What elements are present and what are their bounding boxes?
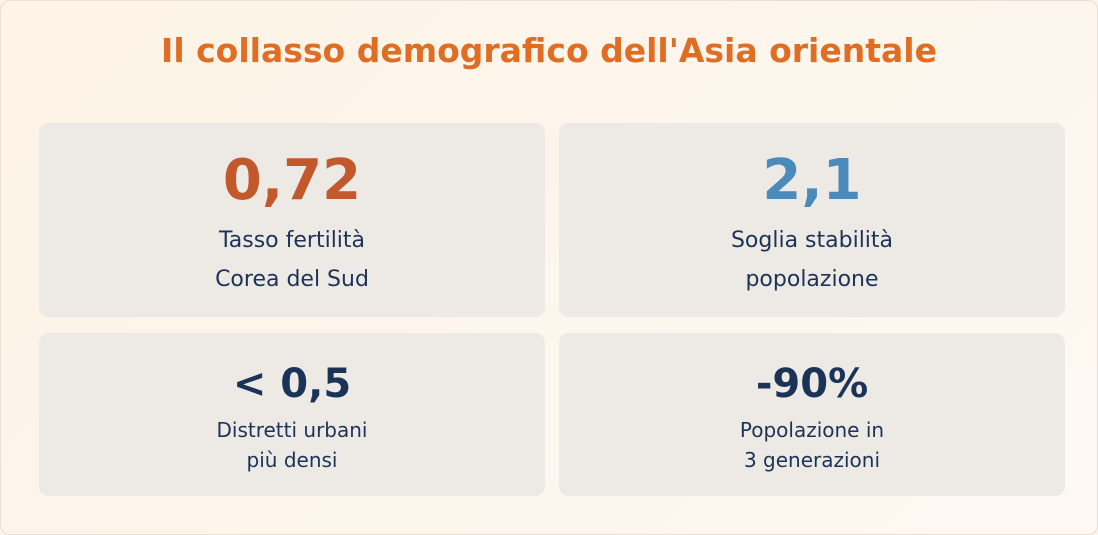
stat-value: -90% (755, 361, 869, 407)
label-line: popolazione (745, 267, 879, 292)
label-line: più densi (246, 448, 338, 472)
card: < 0,5 Distretti urbani più densi (39, 333, 545, 496)
card: 2,1 Soglia stabilità popolazione (559, 123, 1065, 317)
stat-label: Tasso fertilità Corea del Sud (39, 221, 545, 299)
card: -90% Popolazione in 3 generazioni (559, 333, 1065, 496)
stat-label: Soglia stabilità popolazione (559, 221, 1065, 299)
card: 0,72 Tasso fertilità Corea del Sud (39, 123, 545, 317)
label-line: Soglia stabilità (730, 228, 894, 253)
label-line: Tasso fertilità (218, 228, 366, 253)
stat-value: 2,1 (762, 148, 862, 213)
label-line: Popolazione in (739, 418, 885, 442)
stat-value: 0,72 (222, 148, 362, 213)
label-line: Distretti urbani (216, 418, 368, 442)
stat-label: Distretti urbani più densi (39, 415, 545, 475)
label-line: 3 generazioni (743, 448, 881, 472)
title: Il collasso demografico dell'Asia orient… (161, 31, 937, 70)
stat-value: < 0,5 (232, 361, 352, 407)
label-line: Corea del Sud (215, 267, 369, 292)
stat-label: Popolazione in 3 generazioni (559, 415, 1065, 475)
